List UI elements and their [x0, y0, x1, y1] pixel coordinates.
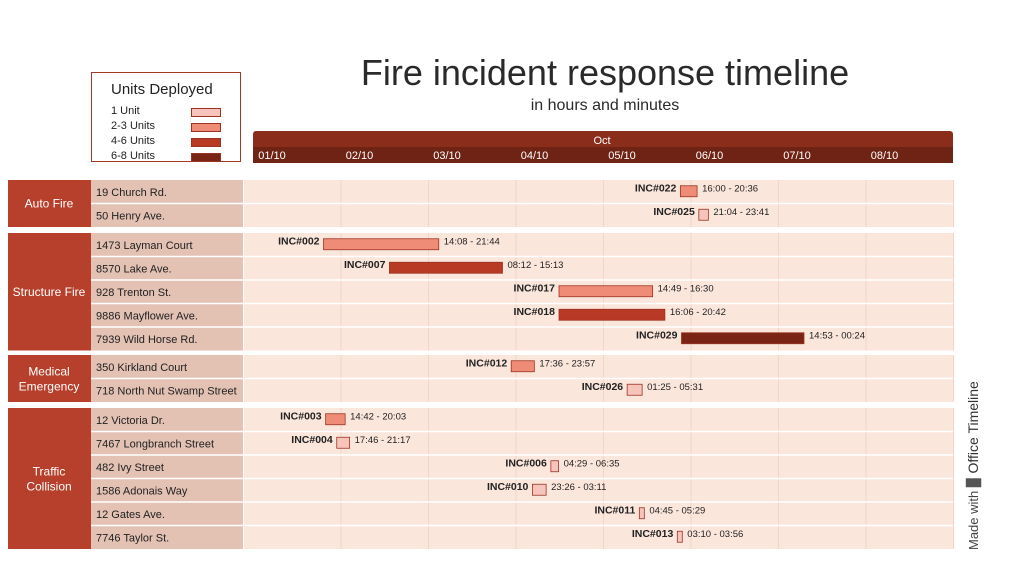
group-label: Medical [28, 365, 69, 379]
task-id-label: INC#017 [514, 282, 556, 294]
task-time-label: 04:29 - 06:35 [564, 458, 620, 469]
location-label: 8570 Lake Ave. [96, 263, 172, 275]
task-bar [325, 413, 346, 426]
task-time-label: 14:53 - 00:24 [809, 330, 865, 341]
group-label: Auto Fire [25, 197, 74, 211]
task-time-label: 04:45 - 05:29 [649, 505, 705, 516]
tick-label: 02/10 [346, 150, 374, 162]
task-time-label: 21:04 - 23:41 [713, 207, 769, 218]
task-time-label: 03:10 - 03:56 [687, 529, 743, 540]
task-time-label: 01:25 - 05:31 [647, 382, 703, 393]
tick-label: 07/10 [783, 150, 811, 162]
task-id-label: INC#002 [278, 235, 320, 247]
office-timeline-logo-icon: ▉ [966, 477, 981, 488]
task-id-label: INC#007 [344, 259, 386, 271]
task-bar [679, 185, 698, 198]
legend-swatch [191, 138, 221, 147]
task-time-label: 17:36 - 23:57 [539, 358, 595, 369]
task-time-label: 17:46 - 21:17 [355, 435, 411, 446]
legend-swatch [191, 108, 221, 117]
group-label: Collision [26, 480, 71, 494]
tick-label: 05/10 [608, 150, 636, 162]
location-label: 19 Church Rd. [96, 187, 167, 199]
task-id-label: INC#018 [514, 306, 556, 318]
task-bar [558, 285, 654, 298]
location-label: 9886 Mayflower Ave. [96, 310, 198, 322]
task-time-label: 16:00 - 20:36 [702, 183, 758, 194]
task-bar [558, 308, 666, 321]
legend-item-label: 6-8 Units [111, 150, 156, 162]
task-bar [510, 360, 535, 373]
chart-title: Fire incident response timeline [360, 52, 850, 93]
tick-label: 06/10 [696, 150, 724, 162]
watermark: Made with ▉ Office Timeline [962, 360, 986, 550]
location-label: 928 Trenton St. [96, 287, 171, 299]
task-bar [389, 261, 503, 274]
tick-label: 03/10 [433, 150, 461, 162]
location-label: 7746 Taylor St. [96, 532, 169, 544]
watermark-prefix: Made with [966, 490, 981, 550]
task-id-label: INC#006 [505, 457, 547, 469]
task-id-label: INC#004 [291, 434, 333, 446]
task-bar [626, 383, 643, 396]
location-column [91, 233, 243, 351]
legend-item-label: 4-6 Units [111, 135, 156, 147]
task-id-label: INC#025 [653, 206, 695, 218]
month-label: Oct [593, 135, 610, 147]
group-label-box [8, 355, 91, 402]
group-label-box [8, 233, 91, 351]
group-label-box [8, 180, 91, 227]
task-bar [532, 483, 547, 496]
scale-header-ticks-band [253, 147, 953, 163]
location-label: 482 Ivy Street [96, 462, 164, 474]
group-label: Structure Fire [13, 285, 86, 299]
legend-item-label: 2-3 Units [111, 120, 156, 132]
location-label: 12 Victoria Dr. [96, 415, 165, 427]
location-label: 12 Gates Ave. [96, 509, 165, 521]
task-id-label: INC#013 [632, 528, 674, 540]
task-time-label: 14:08 - 21:44 [444, 236, 500, 247]
task-bar [638, 507, 645, 520]
location-label: 350 Kirkland Court [96, 362, 187, 374]
task-bar [676, 530, 683, 543]
tick-label: 04/10 [521, 150, 549, 162]
location-label: 7467 Longbranch Street [96, 438, 214, 450]
task-id-label: INC#012 [466, 357, 508, 369]
task-id-label: INC#003 [280, 410, 322, 422]
location-label: 718 North Nut Swamp Street [96, 385, 237, 397]
group-label: Emergency [19, 380, 80, 394]
task-bar [698, 208, 709, 221]
task-time-label: 16:06 - 20:42 [670, 307, 726, 318]
task-bar [323, 238, 440, 251]
task-id-label: INC#026 [582, 381, 624, 393]
legend-swatch [191, 153, 221, 162]
chart-subtitle: in hours and minutes [530, 97, 680, 114]
group-label: Traffic [33, 465, 66, 479]
legend: Units Deployed 1 Unit 2-3 Units 4-6 Unit… [91, 72, 241, 162]
task-time-label: 08:12 - 15:13 [507, 260, 563, 271]
location-label: 1586 Adonais Way [96, 485, 188, 497]
watermark-brand: Office Timeline [965, 381, 981, 474]
group-label-box [8, 408, 91, 549]
task-id-label: INC#029 [636, 329, 678, 341]
legend-item-label: 1 Unit [111, 105, 140, 117]
legend-swatch [191, 123, 221, 132]
location-label: 7939 Wild Horse Rd. [96, 334, 198, 346]
location-label: 50 Henry Ave. [96, 210, 165, 222]
task-time-label: 14:49 - 16:30 [658, 283, 714, 294]
tick-label: 01/10 [258, 150, 286, 162]
location-label: 1473 Layman Court [96, 240, 193, 252]
task-id-label: INC#010 [487, 481, 529, 493]
task-bar [681, 332, 805, 345]
task-time-label: 23:26 - 03:11 [551, 482, 606, 493]
legend-title: Units Deployed [111, 81, 213, 98]
task-id-label: INC#022 [635, 182, 677, 194]
task-time-label: 14:42 - 20:03 [350, 411, 406, 422]
task-id-label: INC#011 [594, 504, 635, 516]
task-bar [336, 436, 351, 449]
tick-label: 08/10 [871, 150, 899, 162]
task-bar [550, 460, 559, 473]
